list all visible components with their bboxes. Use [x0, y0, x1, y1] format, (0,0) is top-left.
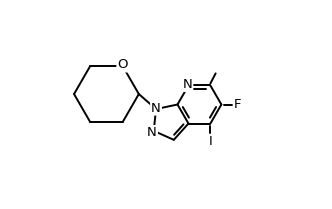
Text: N: N [183, 78, 192, 91]
Text: I: I [208, 135, 212, 148]
Text: F: F [234, 98, 241, 111]
Text: N: N [147, 126, 157, 139]
Text: N: N [151, 102, 161, 115]
Text: O: O [118, 59, 128, 71]
